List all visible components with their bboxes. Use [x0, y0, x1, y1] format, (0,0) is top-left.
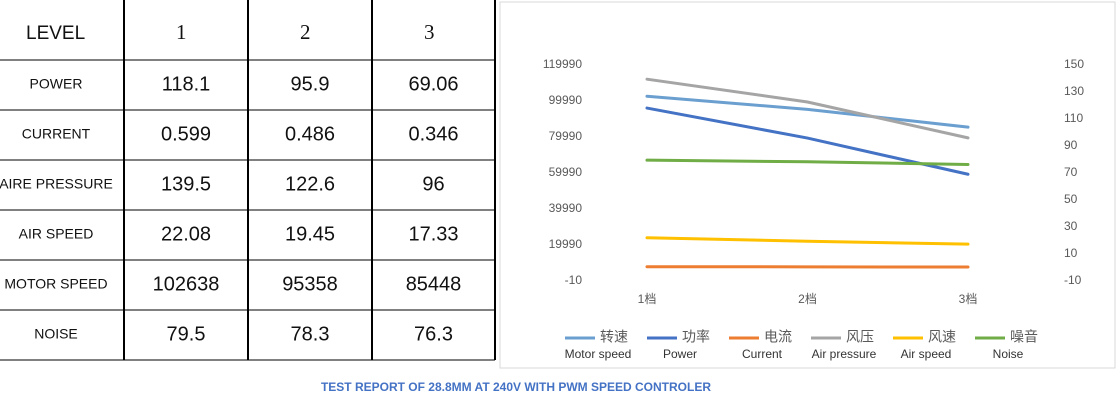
header-cell: 3: [424, 20, 435, 44]
y2-tick-label: 50: [1064, 192, 1078, 206]
legend-label: 风速: [928, 329, 956, 345]
x-tick-label: 1档: [638, 292, 657, 306]
value-cell: 85448: [406, 273, 462, 295]
value-cell: 95.9: [291, 73, 330, 95]
value-cell: 0.346: [408, 123, 458, 145]
y2-tick-label: 30: [1064, 219, 1078, 233]
row-label: AIRE PRESSURE: [0, 176, 113, 192]
value-cell: 79.5: [167, 323, 206, 345]
y-tick-label: 99990: [549, 93, 583, 107]
x-tick-label: 3档: [959, 292, 978, 306]
y2-tick-label: -10: [1064, 273, 1082, 287]
header-cell: 1: [176, 20, 187, 44]
legend-sublabel: Noise: [993, 347, 1024, 361]
y-tick-label: 119990: [543, 57, 582, 71]
legend-sublabel: Air speed: [901, 347, 952, 361]
series-line: [645, 158, 970, 166]
legend-label: 电流: [764, 329, 792, 345]
footer-title: TEST REPORT OF 28.8MM AT 240V WITH PWM S…: [321, 380, 711, 394]
y-tick-label: 59990: [549, 165, 583, 179]
y-tick-label: 39990: [549, 201, 583, 215]
header-cell: 2: [300, 20, 311, 44]
header-cell: LEVEL: [26, 23, 85, 44]
row-label: AIR SPEED: [19, 226, 94, 242]
y2-tick-label: 70: [1064, 165, 1078, 179]
row-label: POWER: [30, 76, 83, 92]
value-cell: 78.3: [291, 323, 330, 345]
legend-sublabel: Power: [663, 347, 697, 361]
value-cell: 139.5: [161, 173, 211, 195]
value-cell: 95358: [282, 273, 338, 295]
y-tick-label: 19990: [549, 237, 583, 251]
y-tick-label: 79990: [549, 129, 583, 143]
value-cell: 102638: [153, 273, 220, 295]
legend-label: 功率: [682, 329, 710, 345]
value-cell: 17.33: [408, 223, 458, 245]
y2-tick-label: 10: [1064, 246, 1078, 260]
legend-label: 转速: [600, 329, 628, 345]
legend-label: 风压: [846, 329, 874, 345]
chart-panel: [499, 1, 1116, 369]
series-line: [645, 94, 970, 129]
y2-tick-label: 90: [1064, 138, 1078, 152]
y2-tick-label: 130: [1064, 84, 1084, 98]
y2-tick-label: 110: [1064, 111, 1083, 125]
value-cell: 19.45: [285, 223, 335, 245]
value-cell: 76.3: [414, 323, 453, 345]
value-cell: 69.06: [408, 73, 458, 95]
x-tick-label: 2档: [798, 292, 817, 306]
y-tick-label: -10: [565, 273, 583, 287]
row-label: NOISE: [34, 326, 78, 342]
series-line: [645, 77, 970, 140]
row-label: CURRENT: [22, 126, 91, 142]
legend-sublabel: Current: [742, 347, 783, 361]
value-cell: 118.1: [162, 73, 211, 95]
value-cell: 22.08: [161, 223, 211, 245]
value-cell: 122.6: [285, 173, 335, 195]
legend-sublabel: Air pressure: [812, 347, 877, 361]
legend-label: 噪音: [1010, 329, 1038, 345]
legend-sublabel: Motor speed: [565, 347, 632, 361]
series-line: [645, 236, 970, 246]
value-cell: 96: [422, 173, 444, 195]
y2-tick-label: 150: [1064, 57, 1084, 71]
row-label: MOTOR SPEED: [4, 276, 107, 292]
value-cell: 0.599: [161, 123, 211, 145]
value-cell: 0.486: [285, 123, 335, 145]
